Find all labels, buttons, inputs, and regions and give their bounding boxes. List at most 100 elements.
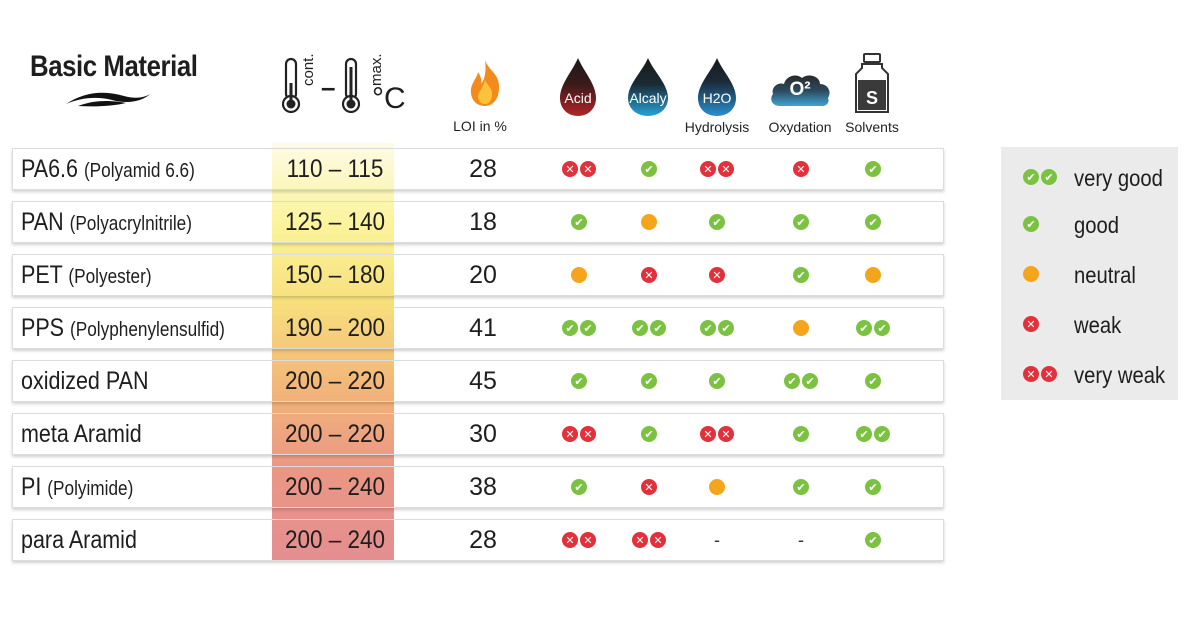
rating-oxydation: ✔ ✔ — [761, 361, 841, 401]
check-icon: ✔ — [793, 479, 809, 495]
cross-icon: ✕ — [650, 532, 666, 548]
legend-symbol: ✕ — [1023, 316, 1039, 332]
rating-acid: ✔ — [539, 361, 619, 401]
check-icon: ✔ — [865, 161, 881, 177]
legend-label: neutral — [1074, 262, 1136, 288]
cross-icon: ✕ — [562, 532, 578, 548]
rating-alcaly: ✔ — [609, 414, 689, 454]
loi-value: 28 — [469, 155, 497, 183]
acid-label: Acid — [564, 90, 592, 106]
check-icon: ✔ — [793, 267, 809, 283]
rating-acid — [539, 255, 619, 295]
hydrolysis-header: Hydrolysis — [684, 119, 750, 135]
material-fullname: (Polyphenylensulfid) — [70, 319, 225, 341]
legend-item: ✔ ✔ very good — [1001, 163, 1178, 193]
rating-alcaly: ✔ ✔ — [609, 308, 689, 348]
material-name: PET (Polyester) — [21, 261, 152, 290]
legend-symbol — [1023, 266, 1039, 282]
rating-oxydation: ✔ — [761, 467, 841, 507]
rating-solvents: ✔ — [833, 361, 913, 401]
water-drop-icon — [698, 58, 736, 116]
temperature-range: 190 – 200 — [284, 314, 386, 342]
check-icon: ✔ — [709, 214, 725, 230]
material-name: oxidized PAN — [21, 367, 148, 396]
rating-acid: ✕ ✕ — [539, 414, 619, 454]
loi-value: 28 — [469, 526, 497, 554]
rating-solvents: ✔ — [833, 202, 913, 242]
rating-solvents: ✔ — [833, 520, 913, 560]
cross-icon: ✕ — [562, 426, 578, 442]
rating-hydrolysis: ✕ — [677, 255, 757, 295]
check-icon: ✔ — [632, 320, 648, 336]
cross-icon: ✕ — [641, 479, 657, 495]
loi-header: LOI in % — [453, 118, 507, 134]
rating-acid: ✔ — [539, 467, 619, 507]
rating-solvents: ✔ — [833, 149, 913, 189]
legend-label: very weak — [1074, 362, 1166, 388]
rating-acid: ✕ ✕ — [539, 520, 619, 560]
check-icon: ✔ — [865, 479, 881, 495]
material-abbrev: PET — [21, 261, 63, 289]
oxygen-label: O² — [789, 79, 811, 100]
table-title: Basic Material — [30, 50, 198, 83]
legend-item: ✕ ✕ very weak — [1001, 360, 1178, 390]
rating-alcaly: ✔ — [609, 149, 689, 189]
material-abbrev: para Aramid — [21, 526, 137, 554]
rating-acid: ✕ ✕ — [539, 149, 619, 189]
table-row: PAN (Polyacrylnitrile) 125 – 140 18 ✔ ✔ ✔ ✔ — [12, 201, 944, 243]
rating-hydrolysis: - — [677, 520, 757, 560]
rating-hydrolysis: ✕ ✕ — [677, 149, 757, 189]
acid-drop-icon — [560, 58, 596, 116]
material-fullname: (Polyamid 6.6) — [83, 160, 195, 182]
material-fullname: (Polyester) — [68, 266, 152, 288]
loi-value: 18 — [469, 208, 497, 236]
neutral-dot-icon — [1023, 266, 1039, 282]
material-abbrev: PI — [21, 473, 42, 501]
material-name: meta Aramid — [21, 420, 142, 449]
material-fullname: (Polyimide) — [47, 478, 134, 500]
material-name: PI (Polyimide) — [21, 473, 133, 502]
rating-solvents: ✔ ✔ — [833, 308, 913, 348]
cross-icon: ✕ — [632, 532, 648, 548]
neutral-dot-icon — [793, 320, 809, 336]
cross-icon: ✕ — [700, 426, 716, 442]
check-icon: ✔ — [562, 320, 578, 336]
table-row: meta Aramid 200 – 220 30 ✕ ✕ ✔ ✕ ✕ ✔ ✔ ✔ — [12, 413, 944, 455]
rating-hydrolysis: ✕ ✕ — [677, 414, 757, 454]
rating-oxydation: ✔ — [761, 202, 841, 242]
temp-dash: – — [321, 72, 336, 102]
check-icon: ✔ — [793, 214, 809, 230]
neutral-dot-icon — [641, 214, 657, 230]
material-abbrev: PPS — [21, 314, 65, 342]
check-icon: ✔ — [856, 320, 872, 336]
loi-value: 38 — [469, 473, 497, 501]
table-row: PI (Polyimide) 200 – 240 38 ✔ ✕ ✔ ✔ — [12, 466, 944, 508]
legend: ✔ ✔ very good ✔ good neutral ✕ weak ✕ ✕ very weak — [1001, 147, 1178, 400]
rating-oxydation: ✔ — [761, 414, 841, 454]
cross-icon: ✕ — [793, 161, 809, 177]
rating-oxydation: ✔ — [761, 255, 841, 295]
solvent-bottle-label: S — [865, 88, 878, 108]
check-icon: ✔ — [865, 214, 881, 230]
loi-value: 30 — [469, 420, 497, 448]
rating-alcaly: ✔ — [609, 361, 689, 401]
rating-oxydation: - — [761, 520, 841, 560]
no-data-dash: - — [798, 529, 804, 550]
temperature-range: 200 – 240 — [284, 473, 386, 501]
loi-value: 20 — [469, 261, 497, 289]
rating-alcaly: ✕ ✕ — [609, 520, 689, 560]
cross-icon: ✕ — [562, 161, 578, 177]
material-abbrev: meta Aramid — [21, 420, 142, 448]
cross-icon: ✕ — [709, 267, 725, 283]
rating-hydrolysis — [677, 467, 757, 507]
table-row: para Aramid 200 – 240 28 ✕ ✕ ✕ ✕ - - ✔ — [12, 519, 944, 561]
material-abbrev: oxidized PAN — [21, 367, 149, 395]
neutral-dot-icon — [571, 267, 587, 283]
check-icon: ✔ — [571, 479, 587, 495]
material-abbrev: PA6.6 — [21, 155, 78, 183]
legend-item: ✔ good — [1001, 210, 1178, 240]
material-name: PAN (Polyacrylnitrile) — [21, 208, 192, 237]
table-row: PET (Polyester) 150 – 180 20 ✕ ✕ ✔ — [12, 254, 944, 296]
rating-alcaly: ✕ — [609, 255, 689, 295]
check-icon: ✔ — [641, 373, 657, 389]
